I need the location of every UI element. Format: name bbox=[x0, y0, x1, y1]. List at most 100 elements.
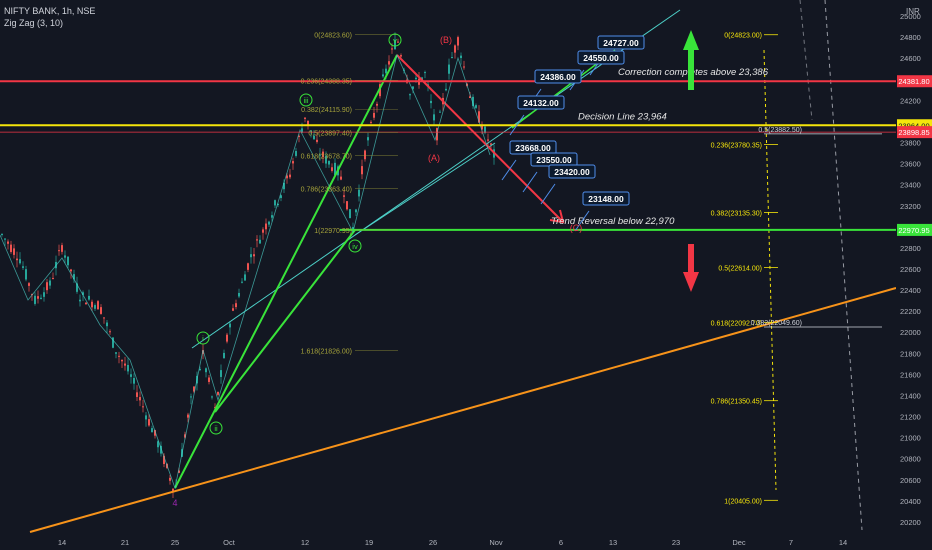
up-arrow-icon bbox=[683, 30, 699, 90]
green-impulse-2[interactable] bbox=[214, 229, 356, 413]
candle-body bbox=[151, 428, 153, 433]
time-tick-label: 19 bbox=[365, 538, 373, 547]
candle-body bbox=[247, 263, 249, 270]
candle-body bbox=[253, 254, 255, 257]
price-tick-label: 23800 bbox=[900, 139, 921, 148]
target-box[interactable] bbox=[582, 191, 630, 206]
target-box[interactable] bbox=[597, 35, 645, 50]
candle-body bbox=[433, 114, 435, 121]
target-box[interactable] bbox=[577, 50, 625, 65]
price-badge-label: 22970.95 bbox=[898, 226, 929, 235]
white-dashed-2 bbox=[799, 0, 813, 121]
candle-body bbox=[268, 221, 270, 225]
price-tick-label: 20600 bbox=[900, 476, 921, 485]
candle-body bbox=[262, 229, 264, 233]
indicator-label[interactable]: Zig Zag (3, 10) bbox=[4, 18, 64, 28]
target-box[interactable] bbox=[548, 164, 596, 179]
candle-body bbox=[184, 434, 186, 438]
candle-body bbox=[40, 297, 42, 299]
candle-body bbox=[76, 283, 78, 292]
candle-body bbox=[199, 368, 201, 370]
cyan-trendline-2[interactable] bbox=[354, 142, 496, 236]
wave-label[interactable]: iii bbox=[304, 96, 309, 105]
orange-trendline[interactable] bbox=[29, 287, 897, 533]
fib-left-label: 1.618(21826.00) bbox=[301, 349, 352, 356]
target-box[interactable] bbox=[517, 95, 565, 110]
red-correction-line[interactable] bbox=[396, 54, 564, 223]
candle-body bbox=[367, 137, 369, 141]
candle-body bbox=[97, 301, 99, 310]
target-box[interactable] bbox=[534, 69, 582, 84]
candle-body bbox=[229, 323, 231, 328]
wave-label[interactable]: ii bbox=[214, 424, 218, 433]
time-tick-label: 6 bbox=[559, 538, 563, 547]
wave-label[interactable]: (B) bbox=[440, 35, 452, 45]
candle-body bbox=[160, 445, 162, 454]
time-tick-label: 23 bbox=[672, 538, 680, 547]
candle-body bbox=[445, 88, 447, 91]
candle-body bbox=[349, 209, 351, 219]
cyan-trendline[interactable] bbox=[191, 9, 681, 349]
price-tick-label: 25000 bbox=[900, 12, 921, 21]
candle-body bbox=[460, 55, 462, 59]
candle-body bbox=[334, 162, 336, 176]
target-label: 23148.00 bbox=[588, 194, 624, 204]
wave-label[interactable]: iv bbox=[352, 242, 358, 251]
time-tick-label: Dec bbox=[732, 538, 746, 547]
price-tick-label: 22400 bbox=[900, 286, 921, 295]
candle-body bbox=[112, 337, 114, 348]
candle-body bbox=[301, 128, 303, 133]
wave-label[interactable]: 4 bbox=[172, 498, 177, 508]
candle-body bbox=[16, 258, 18, 261]
candle-body bbox=[169, 477, 171, 481]
candle-body bbox=[304, 117, 306, 119]
fib-layer: 0(24823.60) 0.236(24388.35) 0.382(24115.90… bbox=[301, 33, 882, 550]
candle-body bbox=[469, 96, 471, 99]
wave-circle bbox=[196, 331, 210, 345]
candle-body bbox=[124, 363, 126, 366]
candle-body bbox=[274, 200, 276, 206]
symbol-title[interactable]: NIFTY BANK, 1h, NSE bbox=[4, 6, 96, 16]
green-impulse-1[interactable] bbox=[174, 54, 398, 489]
candle-body bbox=[415, 77, 417, 80]
candle-body bbox=[283, 182, 285, 190]
wave-circle bbox=[299, 93, 313, 107]
price-axis-bg bbox=[896, 0, 932, 550]
target-label: 23668.00 bbox=[515, 143, 551, 153]
price-tick-label: 22600 bbox=[900, 265, 921, 274]
candle-body bbox=[400, 55, 402, 57]
target-pointer bbox=[522, 171, 538, 193]
candle-body bbox=[43, 292, 45, 297]
candle-body bbox=[424, 72, 426, 74]
candle-body bbox=[487, 139, 489, 141]
candle-body bbox=[310, 130, 312, 132]
candle-body bbox=[172, 488, 174, 493]
wave-label[interactable]: i bbox=[202, 334, 204, 343]
candle-body bbox=[223, 352, 225, 359]
level-label: Decision Line 23,964 bbox=[578, 111, 667, 122]
candle-body bbox=[82, 292, 84, 295]
candle-body bbox=[118, 355, 120, 357]
candle-body bbox=[457, 37, 459, 46]
candle-body bbox=[382, 74, 384, 77]
red-arrowhead bbox=[549, 209, 565, 224]
wave-label[interactable]: (A) bbox=[428, 153, 440, 163]
time-tick-label: Oct bbox=[223, 538, 236, 547]
price-badge-label: 24381.80 bbox=[898, 77, 929, 86]
price-tick-label: 24200 bbox=[900, 96, 921, 105]
candle-body bbox=[316, 139, 318, 142]
candle-body bbox=[235, 303, 237, 308]
target-label: 24386.00 bbox=[540, 72, 576, 82]
target-pointer bbox=[540, 183, 556, 205]
time-axis: 14 21 25 Oct 12 19 26 Nov 6 13 23 Dec 7 14 bbox=[0, 534, 932, 550]
wave-label[interactable]: v bbox=[393, 36, 397, 45]
wave-label[interactable]: (C) bbox=[570, 223, 583, 233]
candle-body bbox=[481, 125, 483, 130]
candle-body bbox=[430, 100, 432, 104]
candle-body bbox=[178, 470, 180, 473]
price-axis: INR2500024800246002440024200240002380023… bbox=[896, 0, 932, 550]
candle-body bbox=[478, 111, 480, 123]
